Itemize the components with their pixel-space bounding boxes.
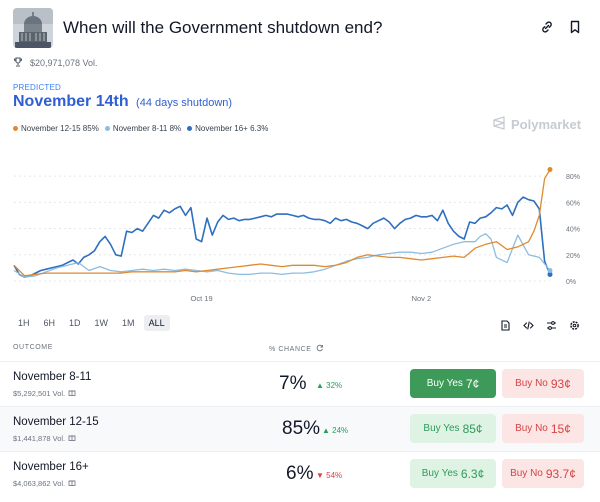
total-volume: $20,971,078 Vol. <box>13 57 98 69</box>
brand-watermark: Polymarket <box>492 116 581 133</box>
legend-label: November 16+ 6.3% <box>195 124 269 133</box>
gift-icon <box>68 388 76 398</box>
predicted-value: November 14th <box>13 93 129 110</box>
total-volume-value: $20,971,078 Vol. <box>30 58 98 68</box>
outcome-volume-value: $4,063,862 Vol. <box>13 478 66 488</box>
buy-no-label: Buy No <box>515 378 548 389</box>
legend-item: November 12-15 85% <box>13 124 99 133</box>
legend-dot <box>187 126 193 131</box>
legend-label: November 12-15 85% <box>21 124 99 133</box>
x-tick-label: Oct 19 <box>191 294 213 303</box>
outcome-change: ▲ 32% <box>316 381 343 390</box>
legend-label: November 8-11 8% <box>112 124 182 133</box>
refresh-icon[interactable] <box>316 344 324 354</box>
link-icon[interactable] <box>540 20 554 34</box>
y-tick-label: 80% <box>566 174 580 181</box>
outcome-change: ▲ 24% <box>322 426 349 435</box>
range-1d[interactable]: 1D <box>69 318 81 328</box>
gift-icon <box>68 478 76 488</box>
buy-yes-price: 6.3¢ <box>460 466 485 481</box>
bookmark-icon[interactable] <box>568 20 582 34</box>
buy-no-price: 93¢ <box>550 376 571 391</box>
y-tick-label: 20% <box>566 253 580 260</box>
outcome-name: November 8-11 <box>13 371 92 383</box>
buy-yes-label: Buy Yes <box>421 468 458 479</box>
trophy-icon <box>13 57 23 69</box>
price-history-chart[interactable]: 80% 60% 40% 20% 0% Oct 19 Nov 2 <box>10 155 585 310</box>
buy-no-label: Buy No <box>515 423 548 434</box>
buy-yes-button[interactable]: Buy Yes 7¢ <box>410 369 496 398</box>
buy-yes-label: Buy Yes <box>423 423 460 434</box>
outcome-chance: 7% <box>279 373 307 394</box>
outcome-name: November 16+ <box>13 461 89 473</box>
legend-item: November 8-11 8% <box>104 124 182 133</box>
buy-no-price: 93.7¢ <box>545 466 576 481</box>
predicted-detail: (44 days shutdown) <box>136 97 233 109</box>
outcome-volume-value: $5,292,501 Vol. <box>13 388 66 398</box>
chart-tools <box>500 318 580 331</box>
series-line <box>13 196 551 278</box>
embed-code-icon[interactable] <box>523 318 534 330</box>
buy-no-price: 15¢ <box>550 421 571 436</box>
sliders-icon[interactable] <box>546 318 557 330</box>
outcome-row-november-16-plus[interactable]: November 16+ $4,063,862 Vol. 6% ▼ 54% Bu… <box>0 451 600 496</box>
buy-no-label: Buy No <box>510 468 543 479</box>
series-end-point <box>547 271 553 277</box>
legend-dot <box>13 126 18 131</box>
outcome-row-november-12-15[interactable]: November 12-15 $1,441,878 Vol. 85% ▲ 24%… <box>0 406 600 451</box>
predicted-outcome: November 14th (44 days shutdown) <box>13 93 232 111</box>
brand-name: Polymarket <box>511 117 582 132</box>
buy-no-button[interactable]: Buy No 15¢ <box>502 414 584 443</box>
document-icon[interactable] <box>500 318 511 331</box>
range-1w[interactable]: 1W <box>94 318 109 328</box>
range-1h[interactable]: 1H <box>18 318 30 328</box>
outcome-change: ▼ 54% <box>316 471 343 480</box>
buy-no-button[interactable]: Buy No 93.7¢ <box>502 459 584 488</box>
market-title: When will the Government shutdown end? <box>63 18 383 37</box>
outcome-header: OUTCOME <box>13 344 53 351</box>
market-header: When will the Government shutdown end? <box>13 8 588 48</box>
outcome-volume: $4,063,862 Vol. <box>13 478 76 488</box>
chance-header: % CHANCE <box>269 344 324 354</box>
buy-yes-price: 7¢ <box>465 376 480 391</box>
chance-header-label: % CHANCE <box>269 345 312 353</box>
buy-yes-button[interactable]: Buy Yes 85¢ <box>410 414 496 443</box>
settings-gear-icon[interactable] <box>569 318 580 330</box>
outcome-volume: $5,292,501 Vol. <box>13 388 76 398</box>
gift-icon <box>68 433 76 443</box>
outcome-name: November 12-15 <box>13 416 99 428</box>
series-line <box>13 233 551 278</box>
x-tick-label: Nov 2 <box>412 294 432 303</box>
outcome-change-value: 54% <box>326 471 343 480</box>
legend-dot <box>104 126 110 131</box>
outcome-chance: 85% <box>282 418 321 439</box>
time-range-selector: 1H 6H 1D 1W 1M ALL <box>13 315 170 331</box>
outcome-volume: $1,441,878 Vol. <box>13 433 76 443</box>
buy-no-button[interactable]: Buy No 93¢ <box>502 369 584 398</box>
outcome-change-value: 24% <box>332 426 349 435</box>
capitol-thumbnail <box>13 8 53 48</box>
y-tick-label: 60% <box>566 200 580 207</box>
outcome-chance: 6% <box>286 463 314 484</box>
legend-item: November 16+ 6.3% <box>187 124 268 133</box>
outcome-volume-value: $1,441,878 Vol. <box>13 433 66 443</box>
y-tick-label: 0% <box>566 279 576 286</box>
range-6h[interactable]: 6H <box>43 318 56 328</box>
outcome-change-value: 32% <box>326 381 343 390</box>
series-line <box>13 169 551 277</box>
buy-yes-price: 85¢ <box>462 421 483 436</box>
y-tick-label: 40% <box>566 227 580 234</box>
chart-legend: November 12-15 85% November 8-11 8% Nove… <box>13 124 268 133</box>
outcome-row-november-8-11[interactable]: November 8-11 $5,292,501 Vol. 7% ▲ 32% B… <box>0 361 600 406</box>
buy-yes-button[interactable]: Buy Yes 6.3¢ <box>410 459 496 488</box>
range-1m[interactable]: 1M <box>122 318 135 328</box>
range-all[interactable]: ALL <box>143 315 170 331</box>
series-end-point <box>547 268 553 274</box>
series-end-point <box>547 167 553 173</box>
polymarket-logo-icon <box>492 116 506 133</box>
buy-yes-label: Buy Yes <box>426 378 463 389</box>
predicted-label: PREDICTED <box>13 83 62 92</box>
